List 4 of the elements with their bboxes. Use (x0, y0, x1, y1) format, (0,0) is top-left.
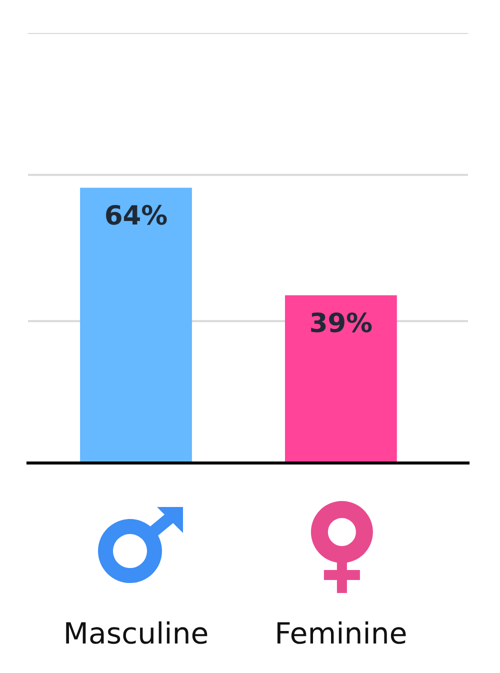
x-tick-label: Feminine (277, 621, 406, 644)
x-tick-label: Masculine (66, 621, 208, 644)
data-label: 39% (311, 312, 372, 332)
data-label: 64% (106, 204, 167, 225)
